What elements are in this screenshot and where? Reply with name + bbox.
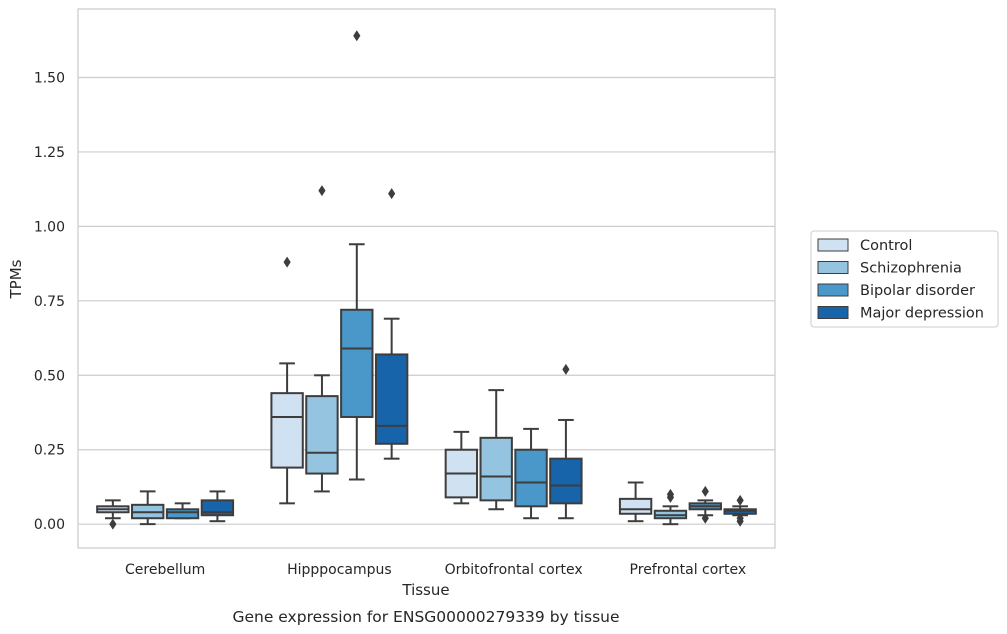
outlier-point xyxy=(388,188,396,200)
x-tick-labels: Cerebellum Hipppocampus Orbitofrontal cort… xyxy=(125,562,746,578)
box-2-0 xyxy=(444,430,479,505)
outlier-point xyxy=(562,363,570,375)
box-body xyxy=(374,353,409,445)
box-1-2 xyxy=(340,30,374,481)
gridlines xyxy=(78,76,775,525)
outlier-point xyxy=(701,512,709,524)
box-body xyxy=(479,436,513,502)
box-body xyxy=(618,497,653,515)
x-tick-label: Hipppocampus xyxy=(287,562,392,578)
outlier-point xyxy=(666,488,675,500)
y-tick-label: 1.25 xyxy=(34,145,65,161)
box-1-0 xyxy=(270,256,304,505)
box-2-3 xyxy=(549,363,583,520)
y-tick-label: 0.00 xyxy=(34,517,65,533)
box-0-1 xyxy=(131,490,165,526)
legend-label: Major depression xyxy=(860,306,984,322)
legend-label: Schizophrenia xyxy=(860,261,962,277)
legend: Control Schizophrenia Bipolar disorder Majo… xyxy=(810,230,999,328)
box-body xyxy=(549,457,583,505)
y-tick-labels: 0.00 0.25 0.50 0.75 1.00 1.25 1.50 xyxy=(34,70,65,533)
outlier-point xyxy=(736,494,744,506)
box-1-1 xyxy=(305,185,339,493)
legend-swatch xyxy=(817,283,849,297)
y-tick-label: 1.00 xyxy=(34,219,65,235)
x-tick-label: Cerebellum xyxy=(125,562,205,578)
outlier-point xyxy=(318,185,326,197)
legend-frame xyxy=(810,230,999,328)
box-body xyxy=(305,395,339,475)
box-0-3 xyxy=(200,490,235,523)
box-2-2 xyxy=(514,427,548,520)
box-body xyxy=(270,392,304,469)
box-body xyxy=(514,448,548,508)
box-0-0 xyxy=(96,499,130,530)
y-tick-label: 0.50 xyxy=(34,368,65,384)
legend-label: Bipolar disorder xyxy=(860,283,975,299)
x-tick-label: Prefrontal cortex xyxy=(630,562,747,578)
box-2-1 xyxy=(479,389,513,511)
x-axis-label: Tissue xyxy=(401,581,449,599)
chart-caption: Gene expression for ENSG00000279339 by t… xyxy=(232,608,619,626)
legend-label: Control xyxy=(860,238,912,254)
box-3-2 xyxy=(688,485,722,524)
outlier-point xyxy=(701,485,709,497)
box-body xyxy=(165,508,200,520)
plot-frame xyxy=(77,8,776,549)
y-tick-label: 0.25 xyxy=(34,443,65,459)
outlier-point xyxy=(109,518,117,530)
y-tick-label: 1.50 xyxy=(34,70,65,86)
y-tick-label: 0.75 xyxy=(34,294,65,310)
box-body xyxy=(340,308,374,418)
legend-swatch xyxy=(817,306,849,319)
legend-swatch xyxy=(817,238,849,252)
box-3-1 xyxy=(653,488,688,526)
outlier-point xyxy=(283,256,291,268)
box-1-3 xyxy=(374,188,409,460)
outlier-point xyxy=(353,30,361,42)
x-tick-label: Orbitofrontal cortex xyxy=(445,562,583,578)
box-3-0 xyxy=(618,481,653,523)
box-3-3 xyxy=(723,494,757,527)
box-0-2 xyxy=(165,502,200,520)
legend-swatch xyxy=(817,261,849,274)
outlier-point xyxy=(736,512,744,524)
y-axis-label: TPMs xyxy=(7,259,25,299)
box-series xyxy=(96,30,757,530)
